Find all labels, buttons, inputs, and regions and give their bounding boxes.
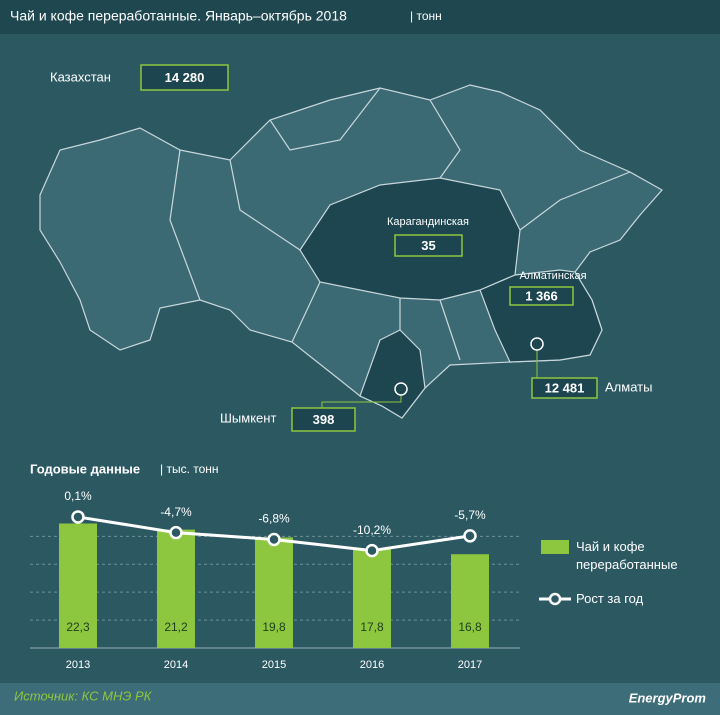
value-text: 12 481 [545,380,585,395]
region-label: Алматы [605,379,652,394]
bar-label: 16,8 [458,620,482,634]
bar [59,523,97,648]
city-dot [394,382,408,396]
value-box [291,407,356,432]
legend-swatch [548,592,562,606]
header-band [0,0,720,34]
connector [321,395,402,408]
value-box [509,286,574,306]
unit: | тонн [410,9,442,23]
brand: EnergyProm [629,690,707,705]
line-point [267,532,281,547]
x-tick-label: 2015 [262,659,286,671]
region-label: Шымкент [220,410,276,425]
line-label: 0,1% [64,489,92,503]
source: Источник: КС МНЭ РК [14,688,153,703]
total-label: Казахстан [50,69,111,84]
value-box [140,64,229,91]
chart-unit: | тыс. тонн [160,462,219,476]
legend-swatch [541,540,569,554]
line-point [365,543,379,558]
value-text: 1 366 [525,288,558,303]
value-box [394,234,463,257]
line-label: -5,7% [454,508,486,522]
value-box [531,377,598,399]
legend-label: Рост за год [576,591,644,606]
city-dot [530,337,544,351]
value-text: 35 [421,238,435,253]
value-text: 398 [313,412,335,427]
bar-label: 21,2 [164,620,188,634]
x-tick-label: 2014 [164,659,188,671]
region-label: Карагандинская [387,216,469,228]
line-point [71,510,85,524]
line-label: -10,2% [353,523,391,537]
x-tick-label: 2016 [360,659,384,671]
footer-band [0,683,720,715]
line-label: -6,8% [258,512,290,526]
region-label: Алматинская [519,270,586,282]
bar-label: 17,8 [360,620,384,634]
bar [451,554,489,648]
line-point [169,525,183,540]
legend-label: Чай и кофе переработанные [576,539,678,572]
line-point [463,529,477,543]
title: Чай и кофе переработанные. Январь–октябр… [10,8,347,24]
line-label: -4,7% [160,505,192,519]
bar [157,529,195,648]
x-tick-label: 2017 [458,659,482,671]
bar-label: 22,3 [66,620,90,634]
bar [255,537,293,648]
bar-label: 19,8 [262,620,286,634]
bar [353,548,391,648]
x-tick-label: 2013 [66,659,90,671]
map [39,84,663,419]
chart-title: Годовые данные [30,461,140,476]
value-text: 14 280 [165,70,205,85]
